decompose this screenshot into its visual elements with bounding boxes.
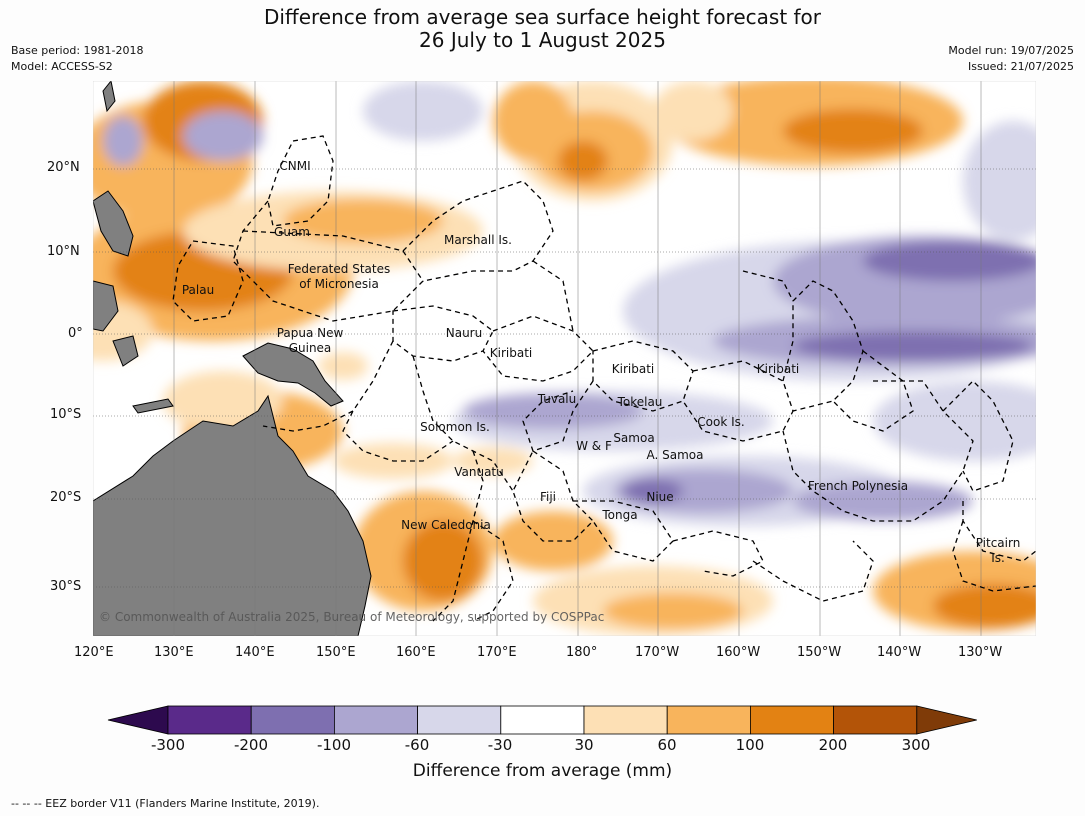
meridians — [173, 81, 982, 636]
colorbar-swatch — [750, 705, 835, 735]
label-french-polynesia: French Polynesia — [808, 479, 908, 493]
colorbar-swatch — [250, 705, 335, 735]
label-wf: W & F — [576, 439, 612, 453]
base-period: Base period: 1981-2018 — [11, 44, 144, 57]
cbar-tick: -60 — [404, 736, 430, 754]
label-nauru: Nauru — [446, 326, 482, 340]
lat-label-30s: 30°S — [50, 579, 82, 594]
issued-date: Issued: 21/07/2025 — [967, 60, 1074, 73]
graticule — [93, 168, 1036, 588]
eez-footnote: -- -- -- EEZ border V11 (Flanders Marine… — [11, 797, 320, 810]
label-vanuatu: Vanuatu — [454, 465, 504, 479]
land-masses — [93, 81, 372, 636]
lon-label-140w: 140°W — [877, 645, 922, 660]
cbar-tick: 300 — [901, 736, 931, 754]
lat-label-0: 0° — [68, 326, 83, 341]
label-asamoa: A. Samoa — [647, 448, 704, 462]
sea-level-map: CNMI Guam Marshall Is. Federated States … — [93, 81, 1036, 636]
colorbar-swatch — [333, 705, 418, 735]
anomaly-field — [93, 81, 1036, 636]
model-name: Model: ACCESS-S2 — [11, 60, 113, 73]
lon-label-180: 180° — [566, 645, 598, 660]
lat-label-20n: 20°N — [47, 160, 80, 175]
lon-label-160e: 160°E — [396, 645, 436, 660]
australia-land — [93, 394, 372, 636]
label-marshall: Marshall Is. — [444, 233, 512, 247]
label-niue: Niue — [646, 490, 673, 504]
sulawesi-land — [112, 335, 139, 367]
label-tuvalu: Tuvalu — [537, 392, 577, 406]
colorbar-swatch — [500, 705, 585, 735]
cbar-tick: 200 — [818, 736, 848, 754]
lon-label-170e: 170°E — [477, 645, 517, 660]
base-model-info: Base period: 1981-2018 Model: ACCESS-S2 — [11, 43, 143, 75]
label-new-caledonia: New Caledonia — [401, 518, 491, 532]
label-palau: Palau — [182, 283, 214, 297]
label-cnmi: CNMI — [279, 159, 310, 173]
lat-label-10s: 10°S — [50, 407, 82, 422]
label-samoa: Samoa — [613, 431, 654, 445]
lon-label-170w: 170°W — [635, 645, 680, 660]
label-kiribati-e: Kiribati — [757, 362, 799, 376]
colorbar-swatch — [833, 705, 918, 735]
model-run: Model run: 19/07/2025 — [948, 44, 1074, 57]
label-pitcairn-1: Pitcairn — [976, 536, 1021, 550]
cbar-tick: -100 — [316, 736, 352, 754]
lon-label-150w: 150°W — [797, 645, 842, 660]
label-cook: Cook Is. — [697, 415, 744, 429]
label-tonga: Tonga — [601, 508, 637, 522]
lat-label-10n: 10°N — [47, 244, 80, 259]
colorbar-title: Difference from average (mm) — [412, 761, 673, 781]
colorbar-swatch — [417, 705, 502, 735]
label-png-2: Guinea — [289, 341, 332, 355]
cbar-tick: -30 — [487, 736, 513, 754]
new-guinea-land — [242, 342, 344, 407]
label-pitcairn-2: Is. — [991, 551, 1005, 565]
label-guam: Guam — [274, 225, 310, 239]
lon-label-120e: 120°E — [74, 645, 114, 660]
colorbar-under-arrow — [107, 705, 169, 735]
taiwan-land — [102, 81, 116, 113]
borneo-land — [93, 280, 119, 332]
run-issued-info: Model run: 19/07/2025 Issued: 21/07/2025 — [948, 43, 1074, 75]
lat-label-20s: 20°S — [50, 490, 82, 505]
region-labels: CNMI Guam Marshall Is. Federated States … — [182, 159, 1020, 565]
philippines-land — [93, 190, 134, 257]
label-fiji: Fiji — [540, 490, 556, 504]
label-kiribati-w: Kiribati — [490, 346, 532, 360]
lon-label-150e: 150°E — [316, 645, 356, 660]
map-title: Difference from average sea surface heig… — [0, 6, 1085, 52]
label-fsm-2: of Micronesia — [299, 277, 379, 291]
lon-label-140e: 140°E — [235, 645, 275, 660]
eez-borders — [172, 135, 1036, 622]
cbar-tick: -200 — [233, 736, 269, 754]
cbar-tick: 30 — [574, 736, 594, 754]
label-png-1: Papua New — [277, 326, 344, 340]
timor-land — [132, 398, 174, 414]
colorbar-over-arrow — [916, 705, 977, 735]
colorbar-swatch — [666, 705, 751, 735]
lon-label-160w: 160°W — [716, 645, 761, 660]
title-line-2: 26 July to 1 August 2025 — [419, 28, 666, 52]
title-line-1: Difference from average sea surface heig… — [263, 5, 822, 29]
cbar-tick: -300 — [150, 736, 186, 754]
label-tokelau: Tokelau — [617, 395, 663, 409]
lon-label-130e: 130°E — [154, 645, 194, 660]
label-solomon: Solomon Is. — [420, 420, 490, 434]
colorbar-swatch — [583, 705, 668, 735]
cbar-tick: 100 — [735, 736, 765, 754]
label-fsm-1: Federated States — [288, 262, 390, 276]
copyright-notice: © Commonwealth of Australia 2025, Bureau… — [99, 610, 604, 624]
colorbar — [107, 705, 977, 735]
colorbar-swatch — [167, 705, 252, 735]
cbar-tick: 60 — [657, 736, 677, 754]
lon-label-130w: 130°W — [958, 645, 1003, 660]
label-kiribati-c: Kiribati — [612, 362, 654, 376]
